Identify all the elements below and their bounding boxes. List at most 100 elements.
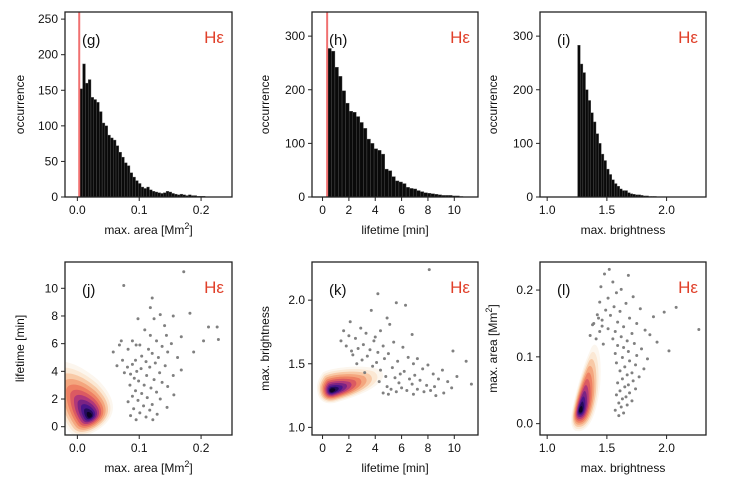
histogram-bar [356, 116, 361, 197]
scatter-point [150, 403, 154, 407]
histogram-bar [110, 137, 114, 197]
scatter-point [188, 311, 192, 315]
plot-area [65, 270, 220, 435]
histogram-bar [101, 122, 106, 197]
histogram-bar [327, 48, 332, 197]
x-tick-label: 10 [448, 203, 462, 217]
scatter-point [134, 418, 138, 422]
axes-frame [64, 11, 233, 198]
scatter-point [401, 345, 405, 349]
scatter-point [216, 338, 220, 342]
histogram-bar [149, 189, 153, 197]
scatter-point [158, 397, 162, 401]
y-tick-label: 300 [513, 29, 533, 43]
histogram-bar [132, 176, 136, 197]
scatter-point [122, 284, 126, 288]
scatter-point [622, 345, 626, 349]
scatter-point [206, 325, 210, 329]
scatter-point [619, 405, 623, 409]
scatter-point [618, 309, 622, 313]
scatter-point [634, 363, 638, 367]
axes-frame [64, 261, 233, 436]
density-contours [571, 344, 601, 432]
histogram-bar [384, 168, 389, 197]
scatter-point [427, 268, 431, 272]
y-tick-label: 2 [51, 392, 58, 406]
scatter-point [421, 367, 425, 371]
plot-area [571, 267, 701, 432]
scatter-point [451, 349, 455, 353]
x-axis-label-sup: 2 [184, 221, 189, 231]
scatter-point [132, 376, 136, 380]
scatter-point [373, 335, 377, 339]
scatter-point [152, 378, 156, 382]
histogram-bar [115, 145, 120, 197]
histogram-bar [82, 63, 86, 197]
scatter-point [134, 358, 138, 362]
scatter-point [402, 369, 406, 373]
scatter-point [625, 373, 629, 377]
scatter-point [117, 343, 121, 347]
scatter-point [148, 365, 152, 369]
y-tick-label: 150 [38, 83, 58, 97]
scatter-point [158, 313, 162, 317]
scatter-point [359, 326, 363, 330]
scatter-point [126, 400, 130, 404]
scatter-point [429, 388, 433, 392]
density-contours [316, 366, 384, 404]
scatter-point [600, 324, 604, 328]
scatter-point [592, 321, 596, 325]
scatter-point [347, 334, 351, 338]
scatter-point [638, 307, 642, 311]
scatter-point [655, 340, 659, 344]
histogram-bar [606, 168, 610, 197]
scatter-point [350, 349, 354, 353]
y-tick-label: 100 [513, 136, 533, 150]
y-axis-label-text: max. area [Mm [486, 313, 500, 393]
x-tick-label: 8 [425, 203, 432, 217]
plot-area [78, 12, 206, 197]
x-tick-label: 0 [319, 441, 326, 455]
scatter-point [144, 360, 148, 364]
scatter-point [411, 392, 415, 396]
scatter-point [632, 341, 636, 345]
scatter-point [598, 300, 602, 304]
scatter-point [381, 344, 385, 348]
x-tick-label: 1.0 [539, 441, 556, 455]
scatter-point [356, 347, 360, 350]
y-tick-label: 200 [38, 48, 58, 62]
scatter-point [643, 328, 647, 332]
histogram-bar [616, 186, 620, 197]
x-axis-label-text: max. brightness [581, 223, 666, 237]
scatter-point [608, 313, 612, 317]
scatter-point [613, 408, 617, 412]
scatter-point [624, 395, 628, 399]
scatter-point [389, 387, 393, 391]
scatter-point [215, 325, 219, 329]
scatter-point [139, 367, 143, 371]
x-axis-label-text: max. area [Mm [104, 223, 184, 237]
scatter-point [469, 382, 473, 386]
scatter-point [121, 358, 125, 362]
scatter-point [630, 371, 634, 375]
x-axis-label-end: ] [189, 223, 192, 237]
scatter-point [137, 379, 141, 383]
y-tick-label: 0 [51, 190, 58, 204]
scatter-point [348, 320, 352, 324]
scatter-point [446, 380, 450, 384]
scatter-point [126, 347, 130, 351]
histogram-bar [104, 125, 108, 197]
histogram-bar [416, 190, 421, 197]
histogram-bar [373, 148, 378, 197]
histogram-bar [99, 111, 103, 197]
histogram-bar [334, 67, 339, 197]
scatter-point [396, 359, 400, 363]
scatter-point [394, 301, 398, 305]
x-axis-label: max. area [Mm2] [104, 459, 192, 475]
scatter-point [628, 391, 632, 395]
histogram-bar [165, 191, 170, 197]
x-tick-label: 6 [398, 203, 405, 217]
histogram-bar [377, 150, 382, 197]
scatter-point [594, 337, 598, 341]
y-tick-label: 0.1 [516, 350, 533, 364]
